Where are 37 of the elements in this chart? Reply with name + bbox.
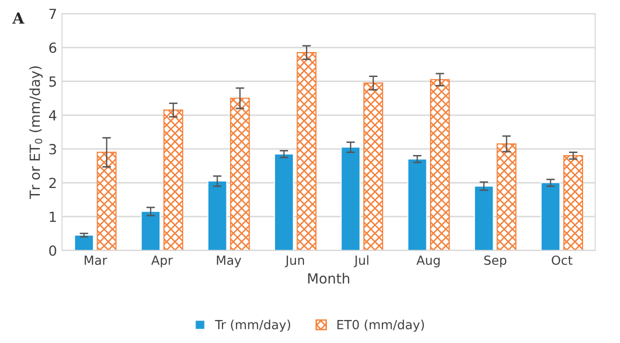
bar bbox=[407, 158, 427, 250]
bar bbox=[363, 82, 384, 250]
bar bbox=[474, 186, 494, 250]
bar bbox=[163, 110, 184, 250]
bar bbox=[74, 234, 94, 250]
x-tick-label: Jul bbox=[354, 255, 368, 268]
x-tick-label: Aug bbox=[416, 256, 440, 268]
x-tick-label: May bbox=[216, 256, 242, 268]
legend-label: ET0 (mm/day) bbox=[337, 320, 424, 332]
y-axis-title: Tr or ET$_{0}$ (mm/day) bbox=[29, 66, 43, 199]
bar bbox=[140, 211, 160, 250]
y-tick-label: 4 bbox=[48, 110, 56, 120]
x-tick-label: Jun bbox=[284, 256, 304, 268]
bar bbox=[340, 146, 360, 250]
bar bbox=[563, 155, 584, 250]
x-tick-label: Apr bbox=[151, 256, 173, 268]
bar bbox=[296, 52, 316, 250]
text: A bbox=[12, 12, 24, 24]
bar bbox=[430, 79, 450, 250]
x-axis-title: Month bbox=[308, 272, 350, 284]
legend-label: Tr (mm/day) bbox=[214, 320, 290, 332]
y-tick-label: 5 bbox=[49, 76, 56, 87]
y-tick-label: 1 bbox=[50, 212, 56, 222]
y-tick-label: 7 bbox=[49, 8, 56, 19]
x-tick-label: Oct bbox=[552, 255, 572, 265]
y-tick-label: 2 bbox=[49, 178, 56, 188]
bar bbox=[230, 98, 250, 250]
bar bbox=[496, 143, 516, 250]
y-tick-label: 0 bbox=[49, 245, 56, 256]
bar bbox=[274, 154, 294, 250]
bar bbox=[540, 182, 560, 250]
y-tick-label: 6 bbox=[49, 42, 56, 54]
x-tick-label: Mar bbox=[84, 256, 108, 265]
x-tick-label: Sep bbox=[484, 255, 506, 268]
bar bbox=[96, 152, 117, 250]
y-tick-label: 3 bbox=[49, 144, 56, 154]
bar bbox=[208, 180, 228, 250]
